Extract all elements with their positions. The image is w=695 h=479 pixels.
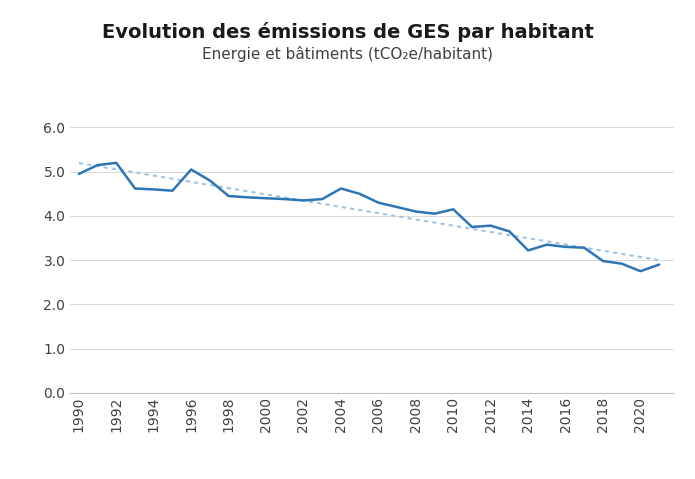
Text: Energie et bâtiments (tCO₂e/habitant): Energie et bâtiments (tCO₂e/habitant) — [202, 46, 493, 61]
Text: Evolution des émissions de GES par habitant: Evolution des émissions de GES par habit… — [101, 22, 594, 42]
